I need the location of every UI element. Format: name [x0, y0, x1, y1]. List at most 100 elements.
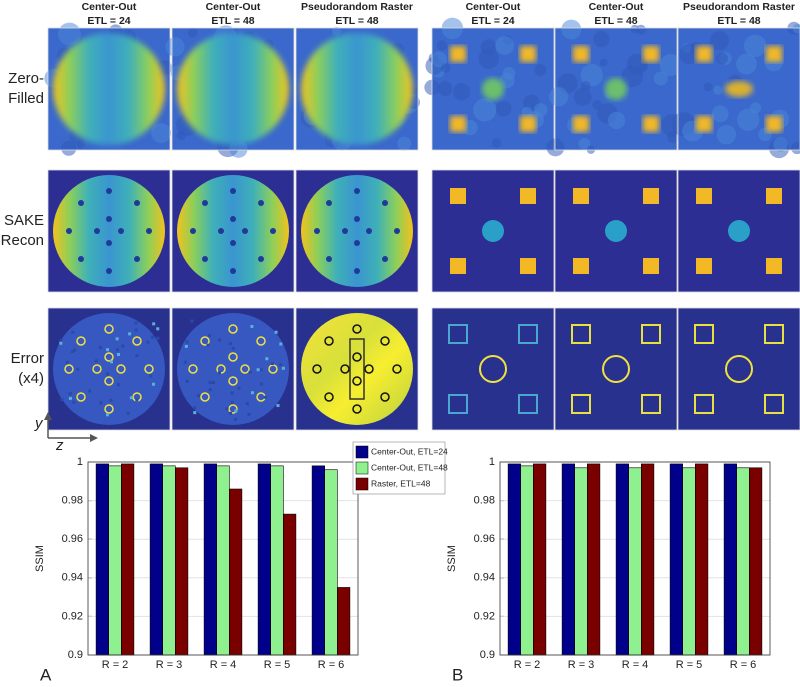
- noise: [156, 336, 160, 340]
- dot: [340, 364, 350, 374]
- noise: [274, 330, 278, 334]
- noise: [176, 130, 187, 141]
- dot: [258, 200, 264, 206]
- dot: [240, 364, 250, 374]
- noise: [105, 413, 109, 417]
- noise: [534, 64, 547, 77]
- y-tick-label: 0.9: [68, 649, 83, 661]
- noise: [279, 342, 283, 346]
- x-tick-label: R = 2: [102, 659, 129, 671]
- noise: [743, 34, 767, 58]
- bar: [336, 587, 351, 656]
- dot: [134, 200, 140, 206]
- square: [520, 46, 536, 62]
- dot: [106, 216, 112, 222]
- noise: [76, 140, 85, 149]
- x-tick-label: R = 4: [210, 659, 237, 671]
- dot: [104, 352, 114, 362]
- dot: [268, 364, 278, 374]
- noise: [208, 380, 212, 384]
- bar: [162, 465, 176, 656]
- column-header: Center-Out: [466, 1, 521, 13]
- noise: [281, 366, 285, 370]
- bar: [640, 463, 655, 656]
- noise: [57, 22, 82, 46]
- column-header: ETL = 48: [594, 15, 637, 27]
- image-panel: [44, 22, 173, 156]
- bar: [532, 463, 547, 656]
- panel-border: [431, 307, 555, 431]
- dot: [258, 256, 264, 262]
- square: [573, 46, 589, 62]
- square: [766, 116, 782, 132]
- image-panel: [171, 169, 295, 293]
- bar: [324, 469, 338, 656]
- dot: [354, 216, 360, 222]
- disk: [482, 78, 504, 100]
- panel-bg: [678, 308, 800, 430]
- noise: [228, 341, 232, 345]
- image-panel: [546, 19, 685, 157]
- noise: [151, 122, 172, 143]
- dot: [78, 200, 84, 206]
- noise: [499, 72, 515, 89]
- panel-border: [171, 27, 295, 151]
- panel-bg: [432, 308, 554, 430]
- noise: [128, 332, 132, 336]
- plot-frame: [499, 461, 771, 656]
- disk: [602, 355, 630, 383]
- noise: [473, 98, 497, 122]
- legend-entry: Center-Out, ETL=48: [371, 462, 448, 472]
- dot: [144, 364, 154, 374]
- noise: [259, 368, 263, 372]
- noise: [250, 391, 254, 395]
- row-label: Zero-: [8, 70, 44, 87]
- panel-border: [171, 169, 295, 293]
- noise: [521, 106, 533, 119]
- noise: [156, 327, 160, 331]
- dot: [380, 392, 390, 402]
- noise: [146, 340, 150, 344]
- square: [696, 188, 712, 204]
- dot: [314, 228, 320, 234]
- legend-box: [352, 441, 446, 495]
- bar: [108, 465, 122, 656]
- image-panel: [677, 307, 800, 431]
- dot: [104, 404, 114, 414]
- square: [641, 324, 661, 344]
- noise: [73, 348, 77, 352]
- noise: [135, 398, 139, 402]
- noise: [59, 339, 63, 343]
- dot: [382, 200, 388, 206]
- square: [643, 188, 659, 204]
- dot: [230, 268, 236, 274]
- noise: [99, 401, 103, 405]
- y-tick-label: 1: [77, 456, 83, 468]
- noise: [607, 111, 626, 130]
- noise: [653, 71, 668, 86]
- dot: [200, 336, 210, 346]
- image-panel: [677, 169, 800, 293]
- artifact: [349, 338, 365, 400]
- panel-border: [677, 169, 800, 293]
- y-tick-label: 0.92: [62, 610, 83, 622]
- x-tick-label: R = 3: [568, 659, 595, 671]
- noise: [792, 23, 800, 34]
- noise: [134, 328, 138, 332]
- image-panel: [295, 307, 419, 431]
- dot: [200, 392, 210, 402]
- noise: [109, 398, 113, 402]
- noise: [635, 24, 646, 35]
- x-tick-label: R = 3: [156, 659, 183, 671]
- noise: [115, 348, 119, 352]
- noise: [234, 409, 238, 413]
- noise: [152, 322, 156, 326]
- legend-swatch: [355, 477, 369, 491]
- noise: [263, 395, 267, 399]
- dot: [352, 404, 362, 414]
- noise: [599, 58, 608, 67]
- noise: [659, 53, 682, 77]
- noise: [129, 396, 133, 400]
- noise: [135, 354, 139, 358]
- column-header: ETL = 48: [335, 15, 378, 27]
